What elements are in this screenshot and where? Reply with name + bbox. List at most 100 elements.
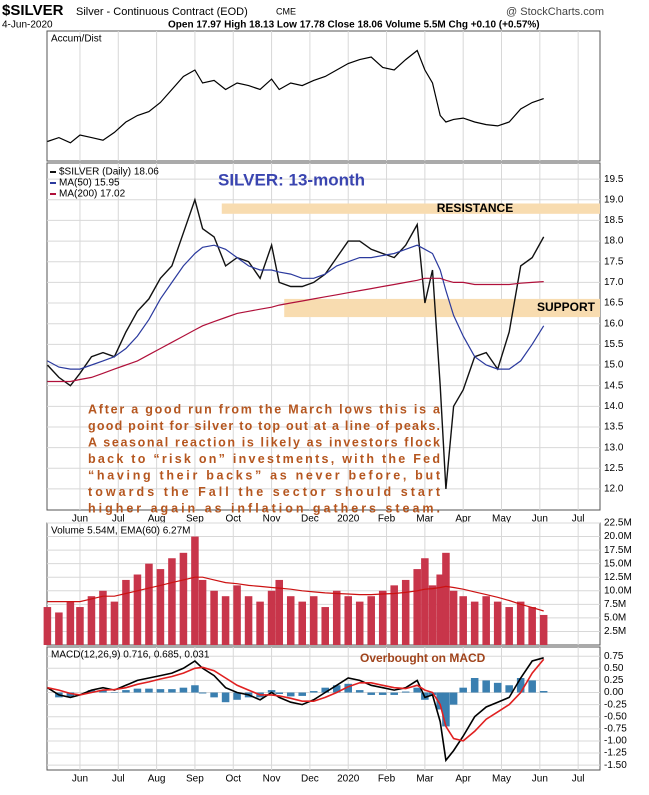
y-tick-label: 5.0M (604, 613, 626, 624)
x-tick-label: Jun (72, 774, 88, 785)
x-tick-label: Jul (572, 514, 585, 525)
panel-legend: Accum/Dist (51, 34, 102, 45)
bar (449, 590, 458, 645)
x-tick-label: 2020 (337, 514, 360, 525)
annotation-line: back to “risk on” investments, with the … (88, 452, 440, 466)
y-tick-label: 18.5 (604, 215, 624, 226)
bar (505, 607, 513, 645)
bar (442, 692, 450, 727)
x-tick-label: Dec (301, 514, 319, 525)
x-tick-label: Jul (572, 774, 585, 785)
y-tick-label: 20.0M (604, 531, 632, 542)
exchange: CME (276, 6, 296, 16)
bar (133, 688, 142, 693)
bar (355, 601, 364, 645)
series-line (46, 197, 545, 489)
panel-frame (46, 30, 601, 162)
bar (459, 687, 467, 693)
bar (87, 690, 96, 693)
panel-legend: MACD(12,26,9) 0.716, 0.685, 0.031 (51, 650, 210, 661)
bar (233, 692, 241, 700)
bar (539, 691, 548, 693)
bar (286, 596, 295, 645)
bar (344, 683, 352, 693)
y-tick-label: 0.00 (604, 687, 624, 698)
annotation: Overbought on MACD (360, 651, 486, 665)
y-tick-label: 15.5 (604, 339, 624, 350)
y-tick-label: 10.0M (604, 585, 632, 596)
annotation-line: towards the Fall the sector should start (88, 485, 441, 499)
bar (122, 579, 130, 645)
x-tick-label: Aug (148, 774, 166, 785)
x-tick-label: Dec (301, 774, 319, 785)
bar (156, 689, 165, 693)
bar (198, 579, 207, 645)
quote: Open 17.97 High 18.13 Low 17.78 Close 18… (168, 20, 540, 31)
bar (133, 574, 142, 645)
y-tick-label: -1.00 (604, 736, 627, 747)
bar (122, 690, 130, 693)
bar (87, 596, 96, 645)
bar (99, 690, 107, 693)
bar (309, 596, 318, 645)
bar (482, 680, 490, 693)
band-label: SUPPORT (537, 300, 596, 314)
bar (355, 690, 364, 693)
x-tick-label: May (492, 774, 511, 785)
y-tick-label: 2.5M (604, 626, 626, 637)
x-tick-label: Feb (378, 774, 396, 785)
y-tick-label: -0.75 (604, 723, 627, 734)
symbol: $SILVER (2, 2, 64, 19)
bar (179, 552, 188, 645)
y-tick-label: 0.75 (604, 651, 624, 662)
x-tick-label: Apr (455, 514, 471, 525)
bar (66, 601, 75, 645)
bar (413, 569, 421, 645)
legend-label: MA(200) 17.02 (59, 189, 126, 200)
x-tick-label: Feb (378, 514, 396, 525)
y-tick-label: 16.0 (604, 318, 624, 329)
bar (332, 590, 341, 645)
x-tick-label: Sep (186, 774, 204, 785)
bar (55, 612, 63, 645)
bar (43, 607, 52, 645)
bar (267, 590, 276, 645)
bar (275, 692, 284, 694)
bar (493, 601, 502, 645)
bar (367, 692, 375, 695)
x-tick-label: Aug (148, 514, 166, 525)
bar (505, 685, 513, 693)
bar (145, 688, 153, 693)
bar (179, 687, 188, 693)
bar (210, 590, 218, 645)
bar (413, 687, 421, 693)
bar (298, 601, 306, 645)
x-tick-label: May (492, 514, 511, 525)
bar (436, 574, 444, 645)
y-tick-label: -0.50 (604, 711, 627, 722)
bar (267, 690, 276, 693)
x-tick-label: Sep (186, 514, 204, 525)
bar (401, 579, 410, 645)
bar (210, 692, 218, 698)
y-tick-label: 19.5 (604, 174, 624, 185)
bar (99, 590, 107, 645)
bar (168, 689, 176, 693)
bar (198, 692, 207, 694)
panel-frame (46, 162, 601, 511)
bar (482, 596, 490, 645)
bar (449, 692, 458, 705)
x-tick-label: Mar (416, 774, 434, 785)
instrument-name: Silver - Continuous Contract (EOD) (76, 6, 248, 18)
annotation-line: good point for silver to top out at a li… (88, 419, 440, 433)
bar (493, 682, 502, 693)
y-tick-label: 12.0 (604, 484, 624, 495)
chart-title: SILVER: 13-month (218, 170, 365, 189)
bar (256, 601, 264, 645)
y-tick-label: 16.5 (604, 298, 624, 309)
bar (191, 536, 199, 645)
annotation-line: “having their backs” as never before, bu… (88, 468, 441, 482)
series-line (46, 657, 544, 763)
x-tick-label: 2020 (337, 774, 360, 785)
bar (378, 692, 387, 695)
